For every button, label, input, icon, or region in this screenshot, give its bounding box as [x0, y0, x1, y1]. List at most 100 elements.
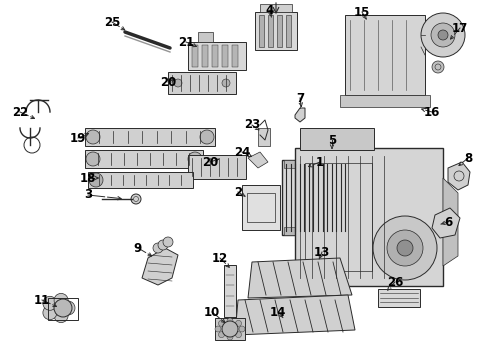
Circle shape — [235, 320, 241, 327]
Text: 20: 20 — [160, 76, 176, 89]
Text: 12: 12 — [211, 252, 228, 265]
Bar — [215, 318, 244, 340]
Circle shape — [235, 332, 241, 338]
Polygon shape — [235, 295, 354, 335]
Text: 15: 15 — [353, 5, 369, 18]
Bar — [88, 172, 193, 188]
Bar — [202, 45, 207, 67]
Circle shape — [43, 306, 57, 320]
Circle shape — [86, 130, 100, 144]
Text: 20: 20 — [202, 156, 218, 168]
Circle shape — [226, 318, 232, 324]
Bar — [192, 45, 198, 67]
Text: 8: 8 — [463, 152, 471, 165]
Circle shape — [54, 293, 68, 307]
Circle shape — [158, 240, 168, 250]
Circle shape — [437, 30, 447, 40]
Circle shape — [89, 173, 103, 187]
Circle shape — [222, 321, 238, 337]
Circle shape — [430, 23, 454, 47]
Circle shape — [54, 309, 68, 323]
Bar — [294, 148, 442, 286]
Text: 3: 3 — [84, 189, 92, 202]
Bar — [231, 45, 238, 67]
Circle shape — [187, 152, 202, 166]
Bar — [85, 150, 203, 168]
Bar — [377, 289, 419, 307]
Circle shape — [431, 61, 443, 73]
Text: 9: 9 — [134, 242, 142, 255]
Circle shape — [61, 301, 75, 315]
Bar — [305, 163, 371, 271]
Bar — [254, 12, 296, 50]
Circle shape — [218, 332, 224, 338]
Circle shape — [174, 79, 182, 87]
Text: 18: 18 — [80, 171, 96, 184]
Text: 6: 6 — [443, 216, 451, 229]
Bar — [259, 15, 264, 47]
Bar — [339, 95, 429, 107]
Bar — [168, 72, 236, 94]
Circle shape — [215, 326, 221, 332]
Bar — [260, 4, 291, 12]
Polygon shape — [142, 248, 178, 285]
Polygon shape — [247, 258, 351, 298]
Text: 13: 13 — [313, 246, 329, 258]
Bar — [299, 128, 373, 150]
Text: 14: 14 — [269, 306, 285, 319]
Text: 19: 19 — [70, 131, 86, 144]
Bar — [48, 298, 78, 320]
Polygon shape — [431, 208, 459, 238]
Bar — [345, 15, 424, 95]
Text: 2: 2 — [233, 185, 242, 198]
Circle shape — [218, 320, 224, 327]
Circle shape — [386, 230, 422, 266]
Circle shape — [43, 296, 57, 310]
Circle shape — [222, 79, 229, 87]
Bar — [285, 15, 290, 47]
Bar — [258, 128, 269, 146]
Polygon shape — [294, 108, 305, 122]
Circle shape — [420, 13, 464, 57]
Circle shape — [226, 334, 232, 340]
Circle shape — [153, 243, 163, 253]
Text: 24: 24 — [233, 145, 250, 158]
Bar — [187, 42, 245, 70]
Bar — [276, 15, 282, 47]
Circle shape — [131, 194, 141, 204]
Text: 1: 1 — [315, 156, 324, 168]
Text: 26: 26 — [386, 275, 403, 288]
Circle shape — [54, 299, 72, 317]
Text: 21: 21 — [178, 36, 194, 49]
Bar — [212, 45, 218, 67]
Bar — [224, 265, 236, 317]
Polygon shape — [442, 178, 457, 266]
Text: 7: 7 — [295, 91, 304, 104]
Text: 5: 5 — [327, 134, 335, 147]
Circle shape — [372, 216, 436, 280]
Circle shape — [86, 152, 100, 166]
Circle shape — [200, 130, 214, 144]
Polygon shape — [247, 152, 267, 168]
Polygon shape — [447, 162, 469, 190]
Circle shape — [239, 326, 244, 332]
Circle shape — [163, 237, 173, 247]
Circle shape — [396, 240, 412, 256]
Bar — [246, 193, 274, 222]
Bar — [284, 160, 351, 168]
Bar — [282, 160, 353, 235]
Text: 17: 17 — [451, 22, 467, 35]
Bar — [267, 15, 272, 47]
Bar — [85, 128, 215, 146]
Text: 22: 22 — [12, 105, 28, 118]
Bar — [222, 45, 227, 67]
Text: 16: 16 — [423, 105, 439, 118]
Text: 23: 23 — [244, 118, 260, 131]
Bar — [187, 155, 245, 179]
Bar — [242, 185, 280, 230]
Text: 4: 4 — [265, 4, 274, 17]
Text: 10: 10 — [203, 306, 220, 319]
Text: 25: 25 — [103, 15, 120, 28]
Bar — [198, 32, 213, 42]
Text: 11: 11 — [34, 293, 50, 306]
